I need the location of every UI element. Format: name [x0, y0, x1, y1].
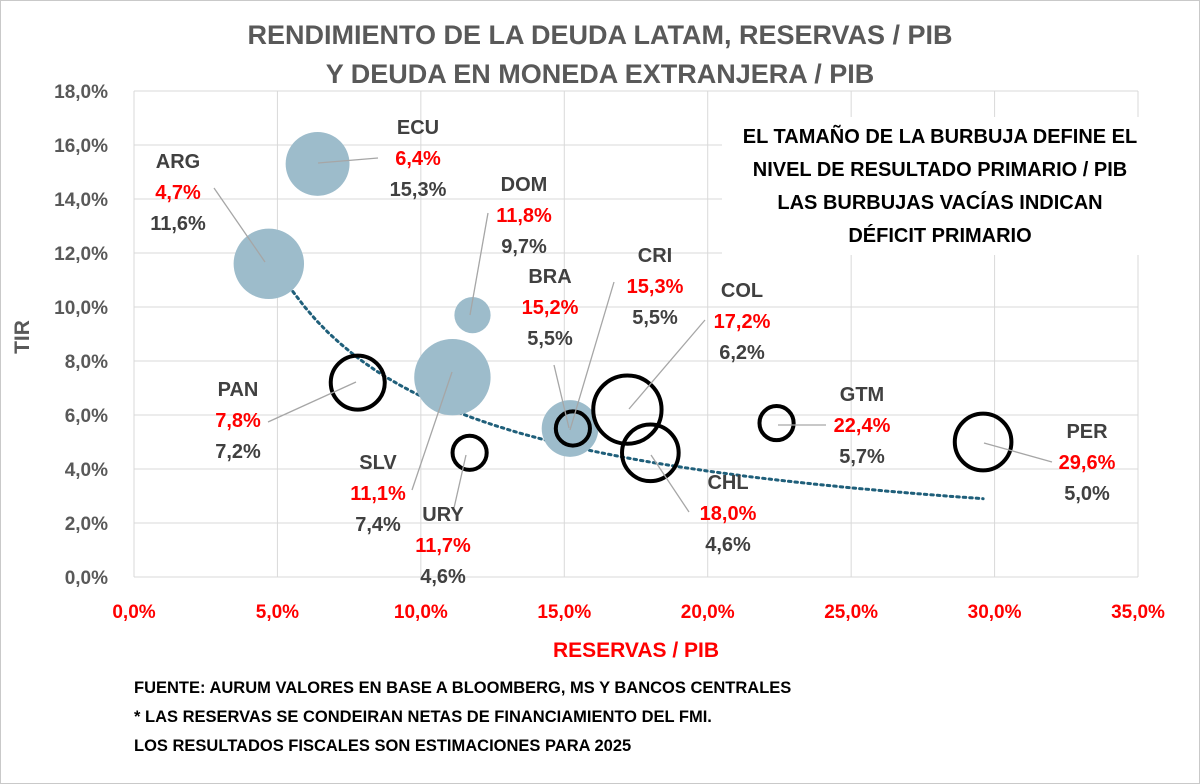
x-tick-label: 15,0% — [537, 602, 591, 623]
label-name-dom: DOM — [501, 174, 548, 196]
annotation-line-4: DÉFICIT PRIMARIO — [848, 224, 1031, 247]
footer-source: FUENTE: AURUM VALORES EN BASE A BLOOMBER… — [134, 679, 791, 697]
x-tick-label: 10,0% — [394, 602, 448, 623]
chart-title-line-2: Y DEUDA EN MONEDA EXTRANJERA / PIB — [326, 59, 875, 89]
leader-pan — [267, 381, 357, 423]
bubble-dom — [454, 296, 491, 334]
annotation-line-2: NIVEL DE RESULTADO PRIMARIO / PIB — [753, 159, 1127, 181]
x-tick-label: 20,0% — [681, 602, 735, 623]
label-x-ury: 11,7% — [415, 535, 471, 557]
annotation-line-3: LAS BURBUJAS VACÍAS INDICAN — [777, 191, 1102, 214]
bubble-col — [591, 373, 664, 446]
label-name-per: PER — [1066, 421, 1108, 443]
x-tick-label: 30,0% — [968, 602, 1022, 623]
bubble-ury — [450, 433, 489, 472]
y-tick-label: 8,0% — [65, 352, 108, 373]
bubble-chl — [620, 422, 681, 484]
label-x-gtm: 22,4% — [834, 415, 891, 437]
leader-col — [628, 319, 706, 410]
y-tick-label: 10,0% — [54, 298, 108, 319]
bubble-gtm — [757, 404, 796, 443]
bubbles — [233, 131, 1014, 484]
label-x-slv: 11,1% — [350, 483, 406, 505]
label-y-slv: 7,4% — [355, 514, 401, 536]
label-name-ecu: ECU — [397, 117, 439, 139]
label-y-arg: 11,6% — [150, 213, 206, 235]
label-name-chl: CHL — [707, 472, 748, 494]
label-x-bra: 15,2% — [522, 297, 579, 319]
bubble-slv — [414, 339, 491, 416]
label-y-chl: 4,6% — [705, 534, 751, 556]
label-y-ecu: 15,3% — [390, 179, 447, 201]
trendline-path — [267, 251, 985, 501]
bubble-ecu — [285, 131, 350, 196]
label-name-arg: ARG — [156, 151, 200, 173]
label-y-pan: 7,2% — [215, 441, 261, 463]
label-y-gtm: 5,7% — [839, 446, 885, 468]
y-tick-label: 16,0% — [54, 136, 108, 157]
axis-ticks: 0,0% 2,0% 4,0% 6,0% 8,0% 10,0% 12,0% 14,0% 16,0%… — [54, 82, 1165, 623]
bubble-cri — [553, 409, 592, 448]
label-name-col: COL — [721, 280, 763, 302]
trendline — [267, 251, 985, 501]
y-tick-label: 14,0% — [54, 190, 108, 211]
x-axis-label: RESERVAS / PIB — [553, 639, 719, 662]
leader-slv — [411, 371, 453, 491]
footer-note-fiscal: LOS RESULTADOS FISCALES SON ESTIMACIONES… — [134, 737, 631, 755]
leader-per — [983, 442, 1053, 463]
footer-note-reserves: * LAS RESERVAS SE CONDEIRAN NETAS DE FIN… — [134, 708, 712, 726]
label-name-cri: CRI — [638, 245, 672, 267]
label-name-slv: SLV — [359, 452, 397, 474]
label-x-col: 17,2% — [714, 311, 771, 333]
y-axis-label: TIR — [11, 320, 34, 354]
leader-bra — [553, 364, 570, 429]
y-tick-label: 0,0% — [65, 568, 108, 589]
chart-title-line-1: RENDIMIENTO DE LA DEUDA LATAM, RESERVAS … — [247, 20, 952, 50]
label-x-pan: 7,8% — [215, 410, 261, 432]
x-tick-label: 25,0% — [824, 602, 878, 623]
label-x-per: 29,6% — [1059, 452, 1116, 474]
x-tick-label: 35,0% — [1111, 602, 1165, 623]
data-labels: ARG 4,7% 11,6% ECU 6,4% 15,3% DOM 11,8% 9,7% SLV 1… — [150, 117, 1115, 588]
y-tick-label: 12,0% — [54, 244, 108, 265]
y-tick-label: 4,0% — [65, 460, 108, 481]
label-y-bra: 5,5% — [527, 328, 573, 350]
label-x-cri: 15,3% — [627, 276, 684, 298]
bubble-pan — [328, 353, 387, 412]
label-x-dom: 11,8% — [496, 205, 552, 227]
bubble-arg — [233, 228, 305, 300]
label-y-per: 5,0% — [1064, 483, 1110, 505]
annotation-box: EL TAMAÑO DE LA BURBUJA DEFINE EL NIVEL … — [722, 117, 1158, 255]
label-name-bra: BRA — [528, 266, 571, 288]
x-tick-label: 5,0% — [256, 602, 299, 623]
label-name-gtm: GTM — [840, 384, 884, 406]
leader-lines — [213, 157, 1053, 513]
annotation-line-1: EL TAMAÑO DE LA BURBUJA DEFINE EL — [743, 125, 1137, 148]
y-tick-label: 6,0% — [65, 406, 108, 427]
label-y-ury: 4,6% — [420, 566, 466, 588]
x-tick-label: 0,0% — [112, 602, 155, 623]
leader-ecu — [317, 157, 379, 164]
leader-ury — [453, 454, 467, 509]
label-x-chl: 18,0% — [700, 503, 757, 525]
leader-dom — [469, 212, 489, 316]
bubble-per — [952, 411, 1014, 473]
label-y-dom: 9,7% — [501, 236, 547, 258]
label-name-pan: PAN — [218, 379, 259, 401]
label-name-ury: URY — [422, 504, 464, 526]
y-tick-label: 18,0% — [54, 82, 108, 103]
label-y-col: 6,2% — [719, 342, 765, 364]
label-x-arg: 4,7% — [155, 182, 201, 204]
leader-chl — [650, 454, 690, 513]
leader-arg — [213, 187, 266, 263]
label-x-ecu: 6,4% — [395, 148, 441, 170]
y-tick-label: 2,0% — [65, 514, 108, 535]
label-y-cri: 5,5% — [632, 307, 678, 329]
leader-cri — [569, 281, 615, 431]
